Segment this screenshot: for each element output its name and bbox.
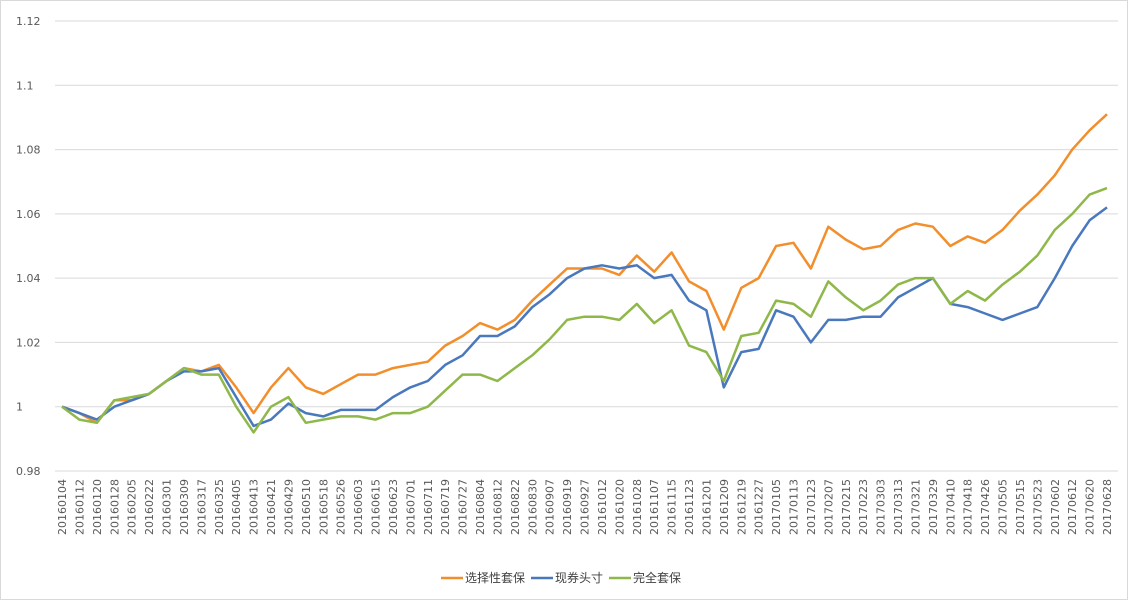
x-tick-label: 20160623 bbox=[387, 479, 400, 535]
x-tick-label: 20160120 bbox=[91, 479, 104, 535]
x-tick-label: 20160804 bbox=[474, 479, 487, 535]
x-tick-label: 20170612 bbox=[1066, 479, 1079, 535]
x-tick-label: 20160719 bbox=[439, 479, 452, 535]
x-tick-label: 20161107 bbox=[648, 479, 661, 535]
series-line bbox=[61, 186, 1108, 434]
x-tick-label: 20160927 bbox=[579, 479, 592, 535]
x-tick-label: 20160919 bbox=[561, 479, 574, 535]
x-tick-label: 20170620 bbox=[1084, 479, 1097, 535]
x-tick-label: 20160317 bbox=[195, 479, 208, 535]
x-tick-label: 20160830 bbox=[526, 479, 539, 535]
x-tick-label: 20160711 bbox=[422, 479, 435, 535]
y-tick-label: 1.02 bbox=[16, 336, 41, 349]
x-tick-label: 20160112 bbox=[73, 479, 86, 535]
y-tick-label: 1.04 bbox=[16, 272, 41, 285]
x-tick-label: 20170515 bbox=[1014, 479, 1027, 535]
x-tick-label: 20170303 bbox=[875, 479, 888, 535]
x-tick-label: 20161012 bbox=[596, 479, 609, 535]
x-tick-label: 20160128 bbox=[108, 479, 121, 535]
y-tick-label: 1.12 bbox=[16, 15, 41, 28]
x-tick-label: 20160222 bbox=[143, 479, 156, 535]
x-tick-label: 20160421 bbox=[265, 479, 278, 535]
x-tick-label: 20170410 bbox=[944, 479, 957, 535]
x-tick-label: 20160526 bbox=[335, 479, 348, 535]
y-tick-label: 1.08 bbox=[16, 144, 41, 157]
x-tick-label: 20160615 bbox=[370, 479, 383, 535]
x-tick-label: 20170313 bbox=[892, 479, 905, 535]
x-tick-label: 20170207 bbox=[822, 479, 835, 535]
y-tick-label: 1 bbox=[16, 401, 23, 414]
x-tick-label: 20170215 bbox=[840, 479, 853, 535]
x-tick-label: 20160104 bbox=[56, 479, 69, 535]
x-tick-label: 20161201 bbox=[700, 479, 713, 535]
legend-label: 选择性套保 bbox=[465, 571, 525, 585]
x-tick-label: 20161123 bbox=[683, 479, 696, 535]
x-tick-label: 20160205 bbox=[126, 479, 139, 535]
x-tick-label: 20161209 bbox=[718, 479, 731, 535]
x-tick-label: 20170426 bbox=[979, 479, 992, 535]
x-tick-label: 20170418 bbox=[962, 479, 975, 535]
y-tick-label: 1.1 bbox=[16, 79, 34, 92]
x-tick-label: 20160822 bbox=[509, 479, 522, 535]
x-tick-label: 20160907 bbox=[544, 479, 557, 535]
x-tick-label: 20160727 bbox=[457, 479, 470, 535]
x-tick-label: 20170123 bbox=[805, 479, 818, 535]
x-tick-label: 20160413 bbox=[248, 479, 261, 535]
x-tick-label: 20160518 bbox=[317, 479, 330, 535]
x-tick-label: 20161020 bbox=[613, 479, 626, 535]
x-tick-label: 20160405 bbox=[230, 479, 243, 535]
x-tick-label: 20160309 bbox=[178, 479, 191, 535]
x-tick-label: 20170223 bbox=[857, 479, 870, 535]
x-tick-label: 20160812 bbox=[491, 479, 504, 535]
x-tick-label: 20160325 bbox=[213, 479, 226, 535]
x-tick-label: 20170602 bbox=[1049, 479, 1062, 535]
legend-label: 完全套保 bbox=[633, 570, 681, 585]
x-tick-label: 20170105 bbox=[770, 479, 783, 535]
x-tick-label: 20170321 bbox=[909, 479, 922, 535]
x-tick-label: 20161219 bbox=[735, 479, 748, 535]
x-tick-label: 20170628 bbox=[1101, 479, 1114, 535]
x-tick-label: 20161028 bbox=[631, 479, 644, 535]
x-tick-label: 20170505 bbox=[997, 479, 1010, 535]
x-tick-label: 20160301 bbox=[161, 479, 174, 535]
y-tick-label: 0.98 bbox=[16, 465, 41, 478]
legend: 选择性套保 现券头寸 完全套保 bbox=[441, 570, 681, 585]
x-tick-label: 20170113 bbox=[788, 479, 801, 535]
y-tick-label: 1.06 bbox=[16, 208, 41, 221]
x-tick-label: 20161227 bbox=[753, 479, 766, 535]
x-tick-label: 20160603 bbox=[352, 479, 365, 535]
x-tick-label: 20160701 bbox=[404, 479, 417, 535]
x-tick-label: 20161115 bbox=[666, 479, 679, 535]
x-tick-label: 20170523 bbox=[1031, 479, 1044, 535]
legend-label: 现券头寸 bbox=[555, 570, 603, 585]
x-tick-label: 20170329 bbox=[927, 479, 940, 535]
x-tick-label: 20160429 bbox=[282, 479, 295, 535]
x-tick-label: 20160510 bbox=[300, 479, 313, 535]
